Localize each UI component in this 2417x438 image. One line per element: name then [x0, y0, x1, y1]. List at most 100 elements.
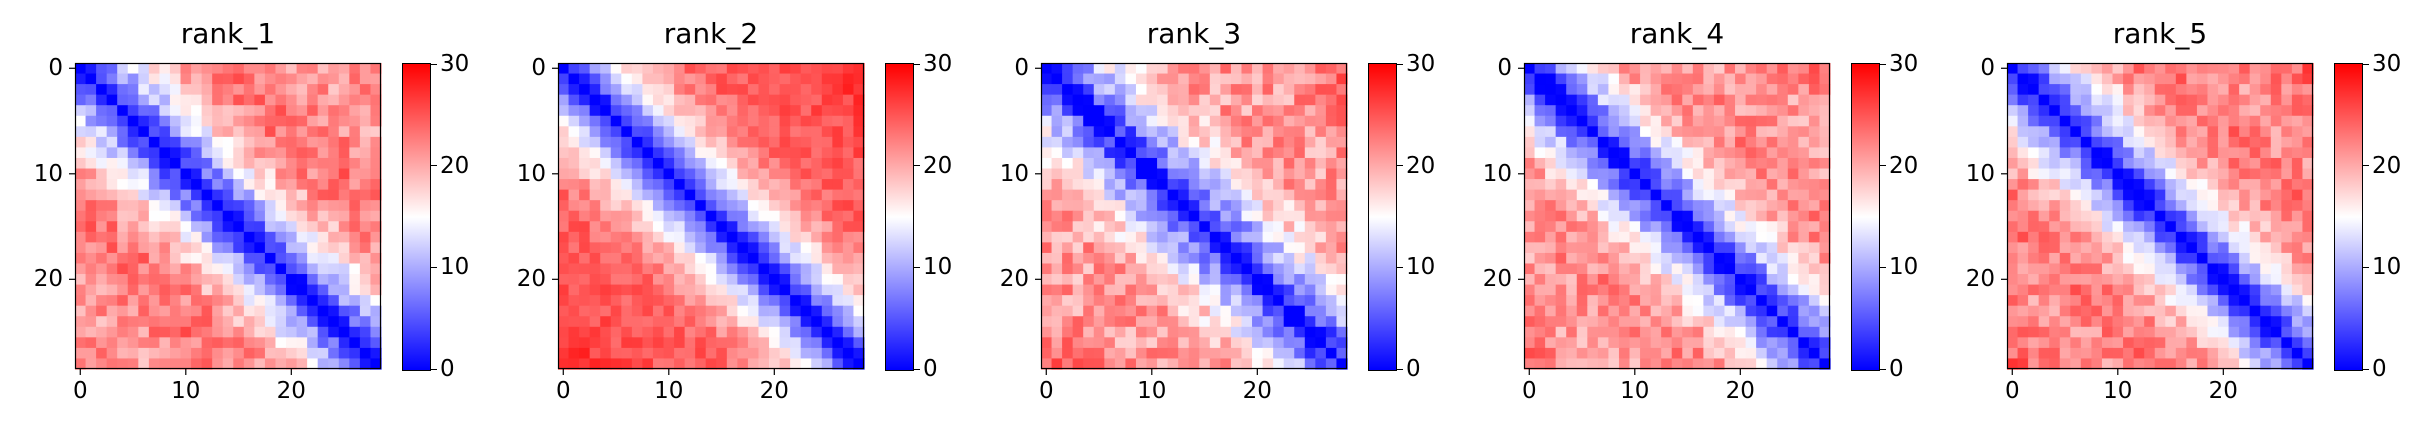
heatmap-cell [138, 358, 150, 370]
heatmap-cell [621, 105, 633, 117]
heatmap-cell [1682, 263, 1694, 275]
heatmap-cell [2049, 168, 2061, 180]
heatmap-cell [1766, 284, 1778, 296]
heatmap-cell [1661, 147, 1673, 159]
heatmap-cell [1146, 316, 1158, 328]
heatmap-cell [1618, 295, 1631, 307]
heatmap-cell [2144, 326, 2156, 338]
heatmap-cell [1051, 189, 1063, 201]
heatmap-cell [2123, 210, 2135, 222]
heatmap-cell [1273, 347, 1285, 360]
heatmap-cell [2080, 337, 2093, 349]
heatmap-cell [1576, 242, 1588, 254]
heatmap-cell [1597, 326, 1610, 338]
heatmap-cell [2260, 126, 2272, 138]
heatmap-cell [1220, 316, 1232, 328]
heatmap-cell [2239, 274, 2251, 286]
heatmap-cell [589, 284, 601, 296]
heatmap-cell [1157, 284, 1169, 296]
heatmap-cell [2101, 84, 2114, 96]
heatmap-cell [663, 94, 675, 106]
heatmap-cell [159, 284, 171, 296]
heatmap-cell [1041, 295, 1053, 307]
heatmap-cell [1692, 221, 1704, 233]
heatmap-cell [338, 242, 350, 254]
heatmap-cell [2070, 136, 2082, 149]
heatmap-cell [642, 105, 654, 117]
heatmap-cell [2101, 157, 2114, 170]
heatmap-cell [726, 274, 738, 286]
heatmap-cell [2207, 179, 2219, 191]
heatmap-cell [85, 157, 97, 170]
heatmap-cell [338, 136, 350, 149]
heatmap-cell [1608, 63, 1620, 75]
heatmap-cell [2165, 94, 2177, 106]
heatmap-cell [758, 242, 770, 254]
heatmap-cell [600, 179, 612, 191]
heatmap-cell [716, 157, 728, 170]
heatmap-cell [1157, 168, 1169, 180]
heatmap-cell [1608, 358, 1620, 370]
heatmap-cell [1051, 115, 1063, 127]
heatmap-cell [212, 316, 224, 328]
heatmap-cell [695, 274, 707, 286]
heatmap-cell [201, 358, 213, 370]
heatmap-cell [1724, 326, 1736, 338]
heatmap-cell [589, 274, 601, 286]
heatmap-cell [1304, 231, 1316, 243]
heatmap-cell [705, 115, 717, 127]
heatmap-cell [1534, 73, 1546, 85]
heatmap-cell [1787, 105, 1799, 117]
x-tick-label: 20 [276, 378, 306, 404]
heatmap-cell [1629, 126, 1641, 138]
heatmap-cell [1756, 252, 1768, 265]
heatmap-cell [275, 168, 287, 180]
heatmap-cell [2228, 73, 2240, 85]
heatmap-cell [2291, 200, 2304, 212]
heatmap-cell [148, 347, 161, 360]
heatmap-cell [726, 252, 738, 265]
heatmap-cell [1661, 73, 1673, 85]
heatmap-cell [2207, 84, 2219, 96]
heatmap-cell [1146, 358, 1158, 370]
heatmap-cell [191, 210, 203, 222]
heatmap-cell [1167, 252, 1179, 265]
heatmap-cell [1294, 221, 1306, 233]
heatmap-cell [1146, 252, 1158, 265]
heatmap-cell [568, 168, 580, 180]
heatmap-cell [2028, 168, 2040, 180]
heatmap-cell [2186, 63, 2198, 75]
heatmap-cell [1283, 316, 1295, 328]
heatmap-cell [2049, 157, 2061, 170]
heatmap-cell [1713, 105, 1726, 117]
heatmap-cell [2207, 105, 2219, 117]
heatmap-cell [233, 157, 245, 170]
heatmap-cell [275, 200, 287, 212]
heatmap-cell [568, 63, 580, 75]
heatmap-cell [1777, 73, 1789, 85]
heatmap-cell [96, 252, 108, 265]
x-tick-label: 10 [654, 378, 684, 404]
heatmap-cell [359, 337, 372, 349]
heatmap-cell [1294, 115, 1306, 127]
heatmap-cell [2049, 263, 2061, 275]
heatmap-cell [75, 115, 87, 127]
heatmap-cell [233, 252, 245, 265]
heatmap-cell [2186, 305, 2198, 317]
heatmap-cell [800, 179, 812, 191]
heatmap-cell [2133, 263, 2145, 275]
heatmap-cell [1283, 94, 1295, 106]
heatmap-cell [1304, 136, 1316, 149]
heatmap-cell [1273, 189, 1285, 201]
heatmap-cell [1062, 157, 1074, 170]
heatmap-cell [148, 316, 161, 328]
heatmap-cell [790, 115, 802, 127]
heatmap-cell [1230, 252, 1243, 265]
heatmap-cell [275, 94, 287, 106]
heatmap-cell [1325, 189, 1338, 201]
heatmap-cell [264, 252, 277, 265]
heatmap-cell [1661, 94, 1673, 106]
heatmap-cell [191, 200, 203, 212]
heatmap-cell [716, 305, 728, 317]
heatmap-cell [2249, 252, 2261, 265]
